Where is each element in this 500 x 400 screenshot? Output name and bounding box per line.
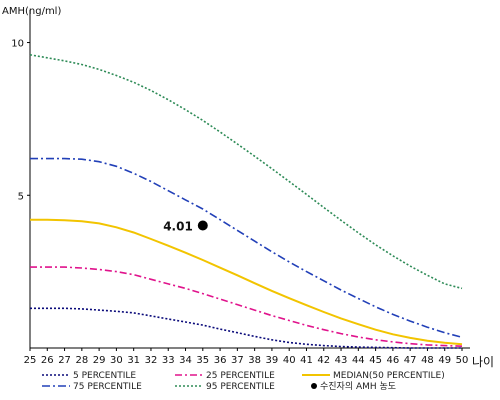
x-tick-label: 36 [214,355,227,366]
y-axis-label: AMH(ng/ml) [2,6,61,17]
x-tick-label: 32 [145,355,158,366]
axes: 5 10 25 26 27 28 29 30 31 32 33 34 35 36 37 38 39 40 41 42 4… [11,10,470,366]
series-line-3 [30,218,463,346]
x-tick-label: 33 [162,355,175,366]
series-layer [29,54,463,349]
x-tick-label: 30 [110,355,123,366]
x-tick-label: 49 [438,355,451,366]
legend-label-highlight: 수진자의 AMH 농도 [320,381,396,392]
x-tick-label: 40 [283,355,296,366]
x-tick-label: 28 [75,355,88,366]
legend-marker-highlight [311,383,317,389]
legend-label-5: 95 PERCENTILE [206,382,275,392]
legend-label-1: 5 PERCENTILE [73,371,136,381]
x-tick-label: 41 [300,355,313,366]
y-tick-label: 5 [18,191,24,202]
x-tick-label: 26 [41,355,54,366]
x-tick-label: 35 [196,355,209,366]
x-tick-label: 48 [421,355,434,366]
series-line-5 [29,54,463,290]
x-tick-label: 25 [24,355,37,366]
series-line-2 [30,266,463,347]
y-tick-label: 10 [11,39,24,50]
x-tick-label: 43 [335,355,348,366]
x-tick-label: 50 [456,355,469,366]
x-tick-label: 29 [93,355,106,366]
series-line-1 [30,307,462,349]
highlight-point-marker [197,220,208,231]
x-tick-label: 39 [266,355,279,366]
x-tick-label: 31 [127,355,140,366]
highlight-point-group: 4.01 [163,220,208,234]
legend-label-2: 25 PERCENTILE [206,371,275,381]
x-tick-label: 34 [179,355,192,366]
x-tick-label: 45 [369,355,382,366]
legend: 5 PERCENTILE 25 PERCENTILE MEDIAN(50 PERCE… [42,371,445,392]
legend-label-3: MEDIAN(50 PERCENTILE) [333,371,445,381]
x-tick-label: 38 [248,355,261,366]
x-tick-label: 42 [317,355,330,366]
highlight-point-label: 4.01 [163,220,193,234]
x-tick-label: 46 [387,355,400,366]
x-tick-label: 47 [404,355,417,366]
x-tick-label: 44 [352,355,365,366]
x-axis-label: 나이 [472,355,494,369]
x-tick-label: 27 [58,355,71,366]
legend-label-4: 75 PERCENTILE [73,382,142,392]
x-tick-label: 37 [231,355,244,366]
